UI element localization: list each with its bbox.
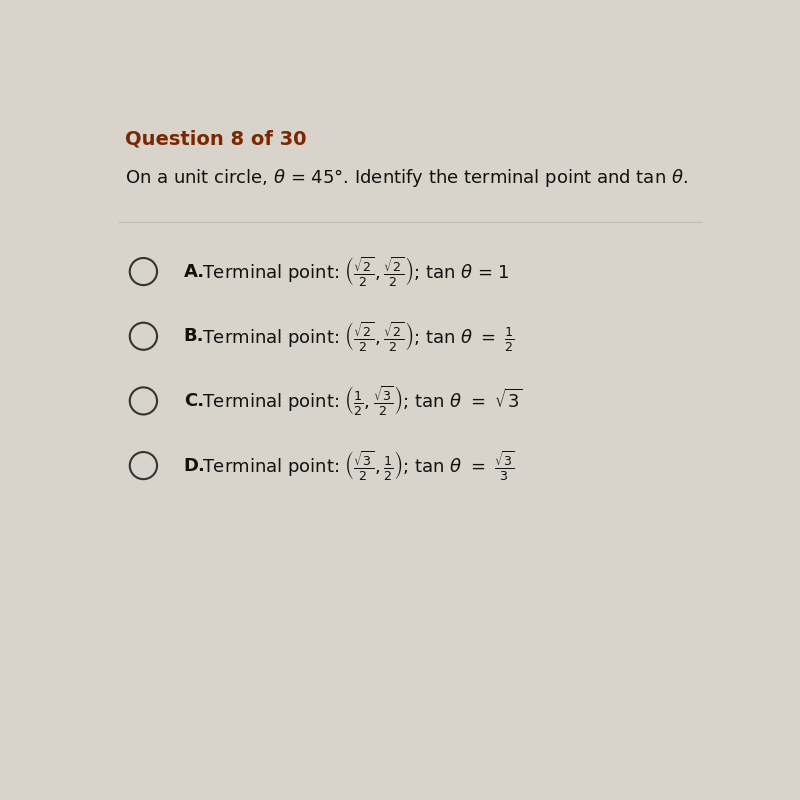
Text: Terminal point: $\left(\frac{\sqrt{2}}{2}, \frac{\sqrt{2}}{2}\right)$; tan $\the: Terminal point: $\left(\frac{\sqrt{2}}{2… xyxy=(202,320,515,353)
Text: Terminal point: $\left(\frac{\sqrt{2}}{2}, \frac{\sqrt{2}}{2}\right)$; tan $\the: Terminal point: $\left(\frac{\sqrt{2}}{2… xyxy=(202,255,510,288)
Text: C.: C. xyxy=(184,392,204,410)
Text: A.: A. xyxy=(184,262,205,281)
Text: Question 8 of 30: Question 8 of 30 xyxy=(125,130,306,149)
Text: B.: B. xyxy=(184,327,204,346)
Text: On a unit circle, $\theta$ = 45°. Identify the terminal point and tan $\theta$.: On a unit circle, $\theta$ = 45°. Identi… xyxy=(125,167,688,189)
Text: Terminal point: $\left(\frac{\sqrt{3}}{2}, \frac{1}{2}\right)$; tan $\theta$ $=$: Terminal point: $\left(\frac{\sqrt{3}}{2… xyxy=(202,449,515,482)
Text: D.: D. xyxy=(184,457,206,474)
Text: Terminal point: $\left(\frac{1}{2}, \frac{\sqrt{3}}{2}\right)$; tan $\theta$ $=$: Terminal point: $\left(\frac{1}{2}, \fra… xyxy=(202,385,523,418)
